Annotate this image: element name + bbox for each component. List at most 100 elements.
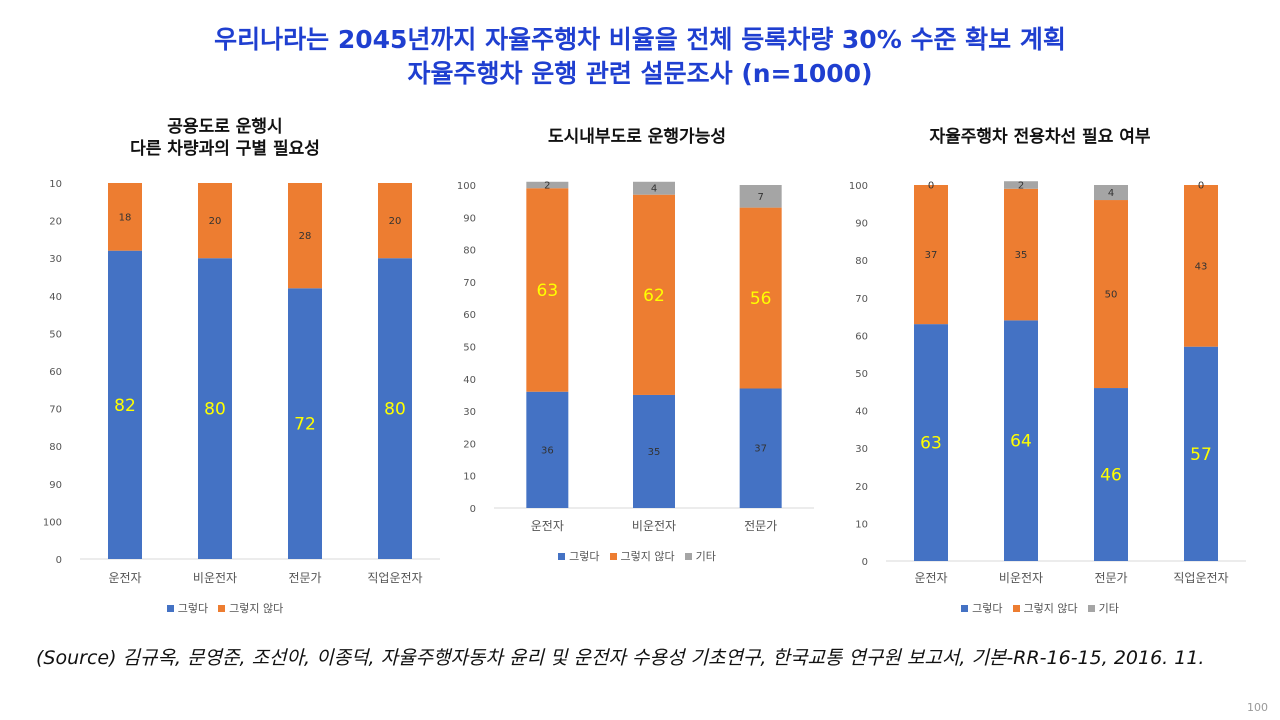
data-label: 82 [114,396,136,416]
data-label: 56 [750,289,772,309]
bar-segment [1004,320,1038,561]
bar-segment [1184,185,1218,347]
bar-segment [526,181,569,189]
bar-segment [198,183,232,259]
y-tick-label: 60 [463,310,476,321]
chart-legend: 그렇다 그렇지 않다 [40,600,410,616]
y-tick-label: 60 [855,331,868,342]
data-label: 50 [1105,290,1118,301]
chart-title-line: 다른 차량과의 구별 필요성 [130,139,320,159]
bar-segment [1094,388,1128,561]
data-label: 62 [643,286,665,306]
data-label: 35 [1015,250,1028,261]
y-tick-label: 0 [56,555,62,566]
legend-swatch [961,604,969,612]
legend-swatch [1012,604,1020,612]
bar-segment [739,185,782,208]
slide-title-line1: 우리나라는 2045년까지 자율주행차 비율을 전체 등록차량 30% 수준 확… [214,25,1066,54]
legend-item: 그렇다 [558,548,600,564]
data-label: 35 [648,447,661,458]
chart-dedicated-lane: 자율주행차 전용차선 필요 여부 0 10 20 30 40 50 60 70 80 90 100 6… [849,112,1246,622]
bar-segment [914,324,948,561]
data-label: 20 [389,216,402,227]
y-tick-label: 50 [463,343,476,354]
x-tick-label: 운전자 [531,519,564,533]
y-tick-label: 40 [855,407,868,418]
data-label: 36 [541,445,554,456]
chart-title: 자율주행차 전용차선 필요 여부 [850,126,1230,148]
chart-title-line: 자율주행차 전용차선 필요 여부 [929,127,1151,147]
data-label: 37 [754,444,767,455]
legend-label: 그렇다 [569,550,600,563]
x-tick-label: 전문가 [744,519,777,533]
legend-item: 그렇다 [166,600,208,616]
x-tick-label: 전문가 [288,571,321,585]
data-label: 20 [209,216,222,227]
legend-item: 그렇지 않다 [609,548,675,564]
legend-label: 기타 [1098,602,1119,615]
x-tick-label: 직업운전자 [367,571,422,585]
y-tick-label: 20 [855,482,868,493]
y-tick-label: 50 [855,369,868,380]
chart-urban-road-operation: 도시내부도로 운행가능성 0 10 20 30 40 50 60 70 80 90 100 36 63 2… [457,112,814,582]
bar-segment [1094,200,1128,389]
legend-swatch [166,604,174,612]
y-tick-label: 10 [855,519,868,530]
bar-segment [526,188,569,392]
bar-segment [914,185,948,325]
legend-swatch [218,604,226,612]
data-label: 0 [928,181,934,192]
y-tick-label: 20 [49,217,62,228]
y-tick-label: 90 [463,213,476,224]
data-label: 63 [537,281,559,301]
legend-item: 기타 [1087,600,1119,616]
legend-swatch [609,552,617,560]
chart-legend: 그렇다 그렇지 않다 기타 [462,548,812,564]
data-label: 46 [1100,466,1122,486]
bar-segment [633,194,675,395]
y-tick-label: 70 [49,405,62,416]
bar-segment [633,181,675,195]
source-citation: (Source) 김규옥, 문영준, 조선아, 이종덕, 자율주행자동차 윤리 … [36,647,1205,669]
x-tick-label: 운전자 [108,571,141,585]
data-label: 37 [925,250,938,261]
y-tick-label: 20 [463,439,476,450]
data-label: 80 [384,400,406,420]
y-tick-label: 30 [49,254,62,265]
data-label: 72 [294,415,316,435]
y-tick-label: 90 [49,480,62,491]
legend-label: 그렇지 않다 [1023,602,1078,615]
data-label: 2 [544,181,550,192]
legend-item: 그렇지 않다 [1012,600,1078,616]
data-label: 63 [920,434,942,454]
chart-plot: 010203040506070809010063370운전자64352비운전자4… [849,181,1246,585]
data-label: 2 [1018,181,1024,192]
data-label: 43 [1195,261,1208,272]
bar-segment [633,394,675,508]
legend-swatch [1087,604,1095,612]
y-tick-label: 10 [463,472,476,483]
legend-label: 그렇다 [972,602,1003,615]
x-tick-label: 비운전자 [632,519,676,533]
y-tick-label: 70 [855,294,868,305]
legend-swatch [684,552,692,560]
bar-segment [378,258,412,559]
chart-legend: 그렇다 그렇지 않다 기타 [850,600,1230,616]
bar-segment [108,250,142,559]
y-tick-label: 90 [855,219,868,230]
bar-segment [288,183,322,289]
chart-plot: 0 10 20 30 40 50 60 70 80 90 100 36 63 2 운전자 35 62 4 비운전자 3… [457,181,814,533]
y-tick-label: 40 [49,292,62,303]
bar-segment [739,388,782,508]
data-label: 0 [1198,181,1204,192]
y-tick-label: 100 [43,517,62,528]
data-label: 57 [1190,445,1212,465]
x-tick-label: 운전자 [914,571,947,585]
y-tick-label: 50 [49,329,62,340]
bar-segment [1004,181,1038,189]
chart-title-line: 공용도로 운행시 [167,117,283,137]
data-label: 80 [204,400,226,420]
data-label: 4 [651,184,657,195]
chart-title-line: 도시내부도로 운행가능성 [548,127,726,147]
data-label: 18 [119,212,132,223]
